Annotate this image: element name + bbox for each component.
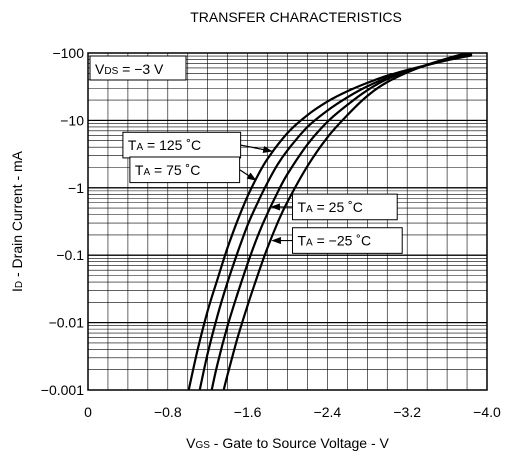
x-axis-label: VGS - Gate to Source Voltage - V — [186, 435, 389, 451]
series-line-2 — [210, 53, 473, 390]
series-line-1 — [198, 53, 473, 390]
series-line-0 — [187, 54, 473, 390]
y-tick-label: −1 — [68, 180, 84, 196]
axis-tick-labels: 0 −0.8 −1.6 −2.4 −3.2 −4.0 −100 −10 −1 −0.1 −0.01 −… — [41, 45, 501, 420]
x-tick-label: −0.8 — [154, 404, 182, 420]
condition-box — [89, 55, 187, 81]
y-axis-label: ID - Drain Current - mA — [9, 150, 25, 292]
series-label-arrow — [240, 144, 273, 154]
series-label-text: TA = −25 ˚C — [297, 233, 371, 249]
x-tick-label: −1.6 — [234, 404, 262, 420]
series-label-arrow — [239, 169, 257, 181]
series-annotation: TA = 25 ˚C — [270, 193, 398, 221]
x-tick-label: −2.4 — [314, 404, 342, 420]
x-tick-label: −3.2 — [393, 404, 421, 420]
condition-text: VDS = −3 V — [95, 61, 164, 77]
y-tick-label: −0.01 — [49, 315, 85, 331]
y-tick-label: −10 — [60, 112, 84, 128]
series-label-box — [291, 227, 403, 254]
y-tick-label: −0.1 — [56, 247, 84, 263]
condition-label: VDS = −3 V — [89, 55, 187, 81]
series-annotation: TA = 75 ˚C — [129, 156, 257, 184]
series-line-3 — [222, 53, 468, 390]
series-layer — [187, 53, 473, 390]
grid — [88, 53, 487, 390]
annotation-layer: VDS = −3 V TA = 125 ˚C TA = 75 ˚C TA = 25 ˚… — [89, 55, 403, 254]
y-tick-label: −0.001 — [41, 382, 84, 398]
series-label-box — [122, 131, 242, 159]
y-tick-label: −100 — [52, 45, 84, 61]
x-tick-label: −4.0 — [473, 404, 501, 420]
plot-frame — [87, 52, 488, 391]
series-label-text: TA = 25 ˚C — [297, 199, 362, 215]
series-annotation: TA = −25 ˚C — [271, 227, 403, 254]
series-annotation: TA = 125 ˚C — [122, 131, 273, 159]
series-label-text: TA = 125 ˚C — [128, 137, 201, 153]
chart-title: TRANSFER CHARACTERISTICS — [190, 9, 402, 25]
series-label-box — [129, 156, 241, 184]
x-tick-label: 0 — [84, 404, 92, 420]
series-label-box — [291, 193, 398, 221]
series-label-text: TA = 75 ˚C — [135, 162, 200, 178]
